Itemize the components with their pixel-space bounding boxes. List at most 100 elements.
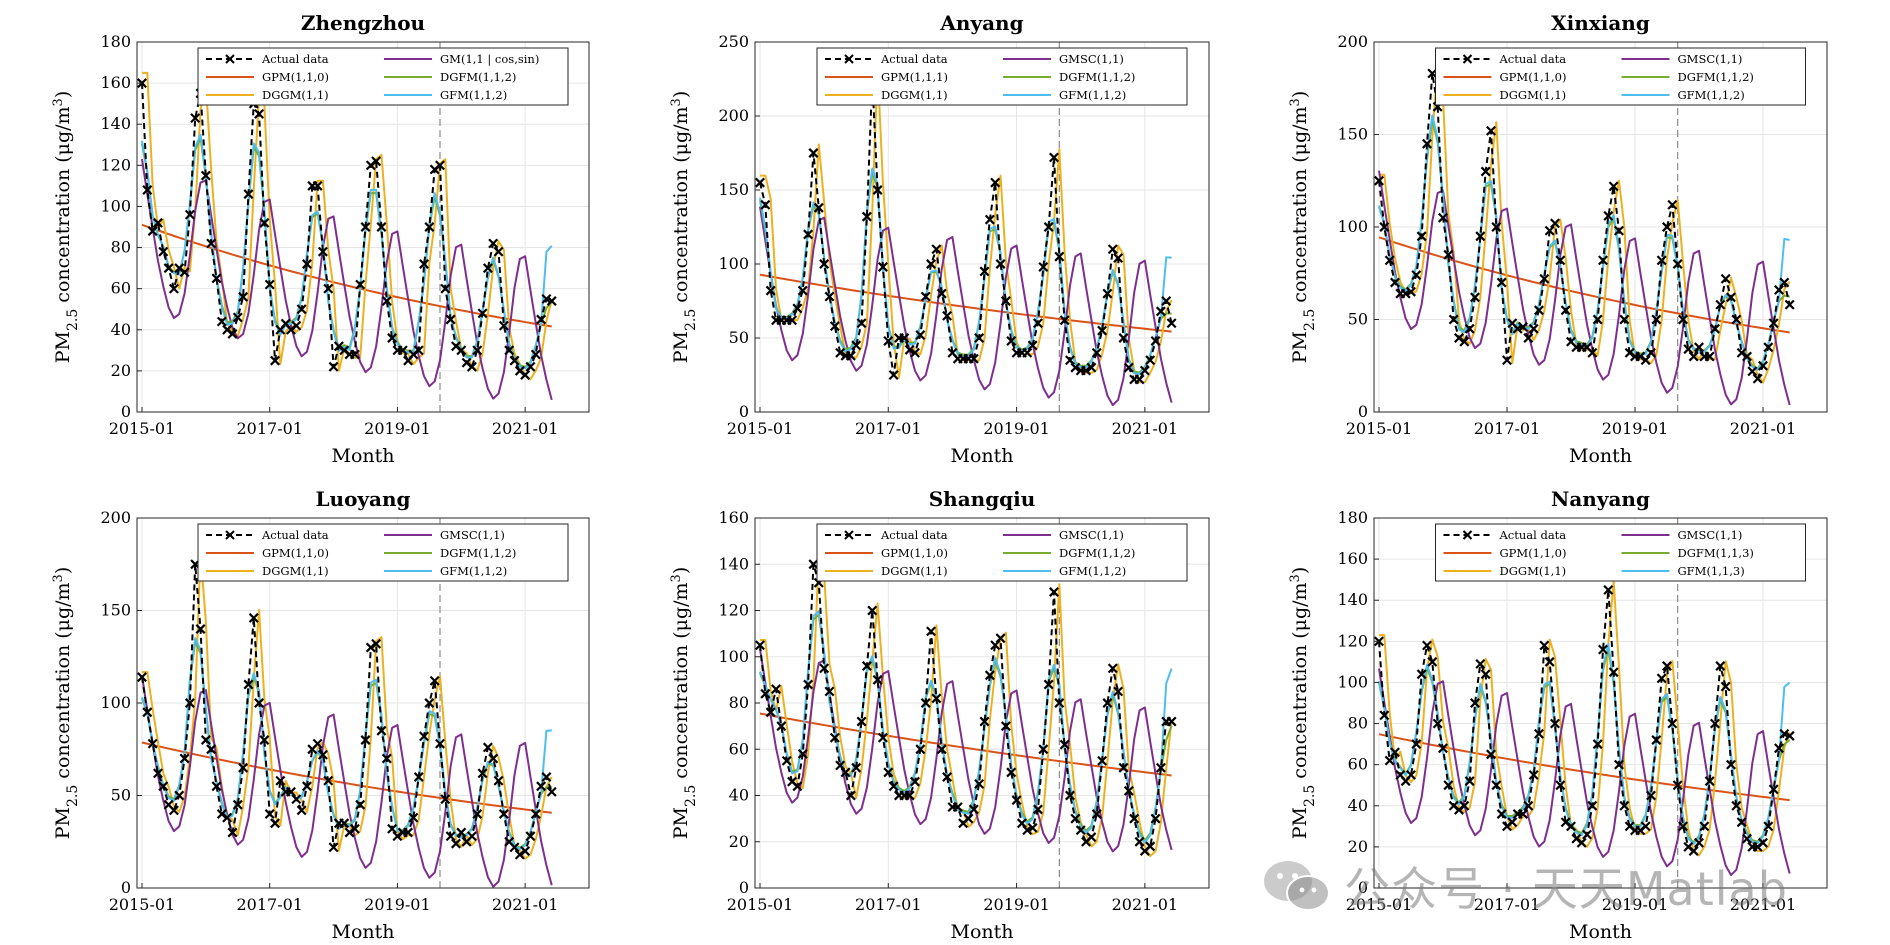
actual-data-point xyxy=(1704,776,1715,787)
y-tick-label: 60 xyxy=(111,279,131,298)
legend-label: Actual data xyxy=(1499,52,1567,66)
actual-data-point xyxy=(968,804,979,815)
actual-data-point xyxy=(435,160,445,171)
actual-data-point xyxy=(349,349,360,360)
actual-data-point xyxy=(1022,825,1033,836)
actual-data-point xyxy=(1496,277,1507,288)
actual-data-point xyxy=(856,318,867,329)
actual-data-point xyxy=(1528,323,1539,334)
actual-data-point xyxy=(845,350,856,361)
actual-data-point xyxy=(910,776,920,787)
actual-data-point xyxy=(1699,821,1710,832)
actual-data-point xyxy=(872,674,883,685)
actual-data-point xyxy=(1470,698,1480,708)
actual-data-point xyxy=(1043,679,1054,690)
actual-data-point xyxy=(1427,656,1438,667)
y-tick-label: 180 xyxy=(1337,508,1368,527)
actual-data-point xyxy=(1688,351,1699,362)
actual-data-point xyxy=(275,775,286,786)
actual-data-point xyxy=(174,790,185,801)
actual-data-point xyxy=(1102,288,1113,299)
actual-data-point xyxy=(1102,698,1113,708)
actual-data-point xyxy=(910,347,920,358)
actual-data-point xyxy=(493,775,504,786)
actual-data-point xyxy=(1475,658,1486,669)
y-tick-label: 150 xyxy=(1337,125,1368,144)
x-tick-label: 2017-01 xyxy=(855,895,921,914)
actual-data-point xyxy=(1784,730,1795,741)
actual-data-point xyxy=(1603,210,1614,221)
actual-data-point xyxy=(1123,785,1134,796)
actual-data-point xyxy=(1646,347,1656,358)
actual-data-point xyxy=(323,775,334,786)
x-tick-label: 2015-01 xyxy=(1346,895,1412,914)
actual-data-point xyxy=(1416,669,1427,680)
actual-data-point xyxy=(482,263,493,274)
actual-data-point xyxy=(1150,335,1161,346)
actual-data-point xyxy=(142,185,153,195)
y-tick-label: 80 xyxy=(1348,714,1368,733)
legend-label: DGGM(1,1) xyxy=(262,564,329,578)
actual-data-point xyxy=(222,812,233,823)
axes-box xyxy=(136,41,590,413)
legend-label: GFM(1,1,2) xyxy=(1678,88,1745,102)
actual-data-point xyxy=(1486,125,1496,136)
y-tick-label: 120 xyxy=(1337,631,1368,650)
actual-data-point xyxy=(211,273,222,284)
actual-data-point xyxy=(435,738,445,749)
actual-data-point xyxy=(1091,809,1102,819)
legend-box xyxy=(197,47,569,106)
actual-data-point xyxy=(1075,825,1086,836)
actual-data-point xyxy=(387,333,398,343)
actual-data-point xyxy=(1640,355,1651,366)
actual-data-point xyxy=(861,211,872,222)
series-gmsc-line xyxy=(141,675,553,888)
actual-data-point xyxy=(1097,325,1108,336)
actual-data-point xyxy=(819,663,830,674)
actual-data-point xyxy=(206,238,217,249)
actual-data-point xyxy=(1672,780,1683,791)
y-tick-label: 80 xyxy=(729,693,749,712)
y-tick-label: 0 xyxy=(121,878,131,897)
actual-data-point xyxy=(1384,255,1395,266)
actual-data-point xyxy=(1049,587,1059,597)
actual-data-point xyxy=(1155,762,1166,773)
actual-data-point xyxy=(1113,686,1124,697)
x-tick-label: 2019-01 xyxy=(1602,419,1668,438)
y-tick-label: 100 xyxy=(718,254,749,273)
actual-data-point xyxy=(1491,222,1502,232)
series-gpm-line xyxy=(759,712,1172,777)
actual-data-point xyxy=(264,809,275,819)
actual-data-point xyxy=(1603,584,1614,595)
actual-data-point xyxy=(776,721,787,732)
actual-data-point xyxy=(397,345,408,356)
y-tick-label: 40 xyxy=(1348,796,1368,815)
actual-data-point xyxy=(829,732,840,743)
series-actual-line xyxy=(1378,72,1791,380)
actual-data-point xyxy=(1379,222,1390,232)
x-tick-label: 2019-01 xyxy=(364,419,430,438)
actual-data-point xyxy=(1614,225,1624,236)
actual-data-point xyxy=(1742,833,1752,844)
actual-data-point xyxy=(904,790,915,801)
actual-data-point xyxy=(1587,347,1598,358)
actual-data-point xyxy=(904,344,915,355)
x-tick-label: 2021-01 xyxy=(1112,419,1178,438)
y-tick-label: 100 xyxy=(1337,217,1368,236)
actual-data-point xyxy=(456,345,467,356)
y-axis-label: PM2.5 concentration (μg/m3) xyxy=(1288,91,1319,364)
y-tick-label: 0 xyxy=(739,402,749,421)
actual-data-point xyxy=(808,148,819,158)
actual-data-point xyxy=(1000,721,1011,732)
legend: Actual data GM(1,1 | cos,sin) GPM(1,1,0) DG… xyxy=(197,47,569,106)
series-gmsc-line xyxy=(141,158,553,401)
y-tick-label: 160 xyxy=(1337,549,1368,568)
actual-data-point xyxy=(1390,277,1400,288)
actual-data-point xyxy=(254,108,265,119)
actual-data-point xyxy=(238,762,249,773)
actual-data-point xyxy=(1475,231,1486,242)
actual-data-point xyxy=(301,781,312,792)
actual-data-point xyxy=(1086,362,1097,373)
actual-data-point xyxy=(254,698,265,708)
actual-data-point xyxy=(355,279,366,290)
